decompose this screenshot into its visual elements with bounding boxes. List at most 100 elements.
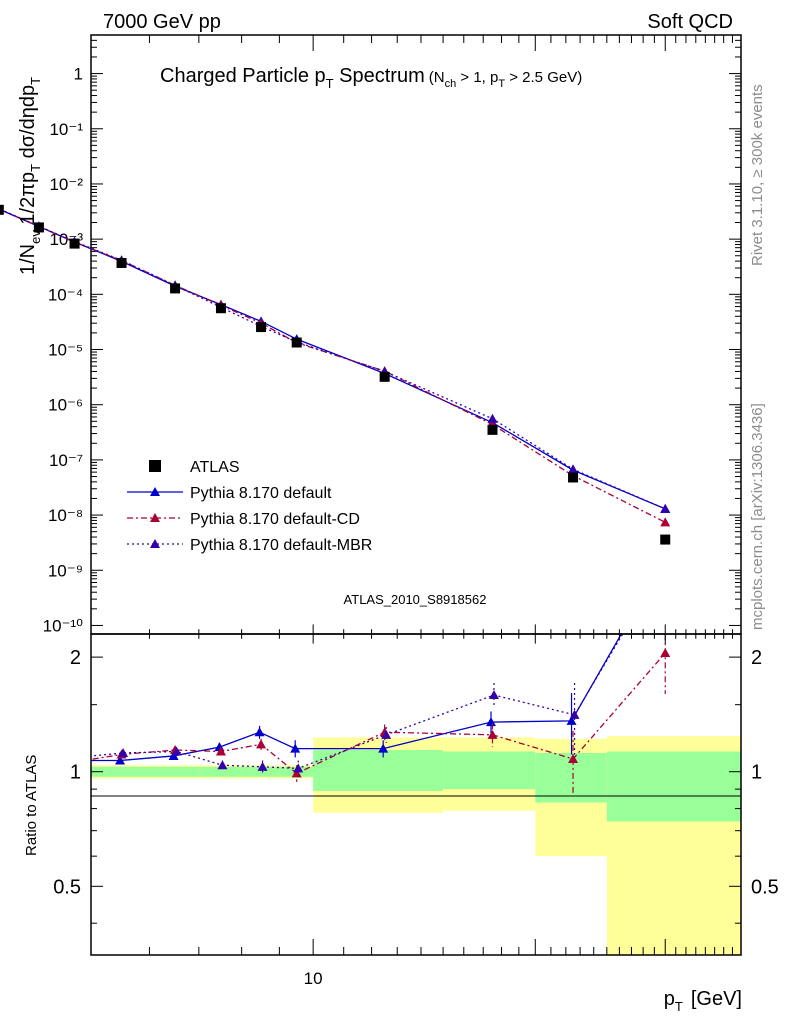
atlas-point bbox=[660, 534, 671, 545]
ratio-point-2 bbox=[71, 752, 81, 761]
atlas-band-inner bbox=[149, 766, 199, 777]
legend-marker-square bbox=[149, 460, 161, 472]
ratio-point-1 bbox=[256, 739, 267, 749]
y-tick-label: 10⁻⁴ bbox=[48, 285, 83, 304]
x-tick-label: 10 bbox=[304, 969, 323, 988]
ratio-plot-frame bbox=[90, 633, 742, 956]
atlas-point bbox=[0, 204, 4, 215]
ratio-point-1 bbox=[215, 746, 226, 756]
series-line-0 bbox=[0, 208, 666, 510]
atlas-point bbox=[568, 472, 579, 483]
y-tick-label: 10⁻⁷ bbox=[49, 451, 83, 470]
atlas-point bbox=[170, 283, 181, 294]
legend-marker-triangle bbox=[150, 487, 160, 496]
ratio-point-1 bbox=[0, 760, 4, 769]
legend-marker-triangle bbox=[150, 513, 160, 522]
series-point-1 bbox=[660, 517, 671, 527]
ratio-line-0 bbox=[91, 634, 623, 762]
ratio-tick-label: 2 bbox=[751, 647, 762, 669]
main-y-label: 1/Nev 1/2πpT dσ/dηdpT bbox=[17, 77, 43, 275]
atlas-band-inner bbox=[241, 766, 280, 777]
y-tick-label: 10⁻¹ bbox=[49, 120, 83, 139]
legend: ATLAS Pythia 8.170 default Pythia 8.170 de… bbox=[127, 459, 372, 554]
main-y-ticks: 10⁻¹⁰10⁻⁹10⁻⁸10⁻⁷10⁻⁶10⁻⁵10⁻⁴10⁻³10⁻²10⁻… bbox=[43, 34, 741, 635]
ratio-point-0 bbox=[254, 727, 265, 737]
source-label: mcplots.cern.ch [arXiv:1306.3436] bbox=[749, 403, 766, 630]
ratio-line-1 bbox=[91, 652, 666, 775]
main-series bbox=[0, 204, 671, 545]
y-tick-label: 10⁻⁶ bbox=[48, 396, 83, 415]
ratio-point-0 bbox=[378, 743, 389, 753]
ratio-point-2 bbox=[662, 555, 672, 564]
ratio-point-2 bbox=[171, 746, 182, 756]
main-plot: 10⁻¹⁰10⁻⁹10⁻⁸10⁻⁷10⁻⁶10⁻⁵10⁻⁴10⁻³10⁻²10⁻… bbox=[0, 34, 742, 635]
rivet-label: Rivet 3.1.10, ≥ 300k events bbox=[749, 84, 766, 266]
atlas-band-inner bbox=[98, 766, 150, 777]
ratio-point-1 bbox=[487, 729, 498, 739]
ratio-point-0 bbox=[290, 743, 301, 753]
atlas-band-inner bbox=[198, 766, 242, 777]
atlas-point bbox=[215, 303, 226, 314]
atlas-point bbox=[487, 424, 498, 435]
y-tick-label: 1 bbox=[74, 65, 83, 84]
legend-label: Pythia 8.170 default-CD bbox=[190, 511, 360, 528]
atlas-band-inner bbox=[443, 751, 536, 790]
series-line-2 bbox=[0, 208, 666, 510]
ratio-y-ticks: 0.5 0.5 1 1 2 2 bbox=[53, 647, 779, 924]
series-line-1 bbox=[0, 208, 666, 523]
ratio-tick-label: 2 bbox=[70, 647, 81, 669]
ratio-plot: 0.5 0.5 1 1 2 2 10 Ratio to ATLAS pT [GeV] bbox=[0, 35, 779, 1014]
ratio-point-1 bbox=[568, 753, 579, 763]
ratio-y-label: Ratio to ATLAS bbox=[23, 755, 40, 856]
atlas-point bbox=[256, 322, 267, 333]
legend-label: Pythia 8.170 default bbox=[190, 485, 332, 502]
ratio-point-2 bbox=[569, 709, 580, 719]
ratio-point-1 bbox=[660, 648, 671, 658]
header-left: 7000 GeV pp bbox=[103, 11, 221, 33]
y-tick-label: 10⁻⁹ bbox=[48, 561, 83, 580]
ratio-bands bbox=[91, 736, 741, 955]
ratio-point-2 bbox=[257, 761, 268, 771]
y-tick-label: 10⁻¹⁰ bbox=[43, 616, 84, 635]
ratio-tick-label: 0.5 bbox=[751, 876, 779, 898]
header-right: Soft QCD bbox=[647, 11, 733, 33]
ratio-point-0 bbox=[659, 555, 669, 564]
ratio-point-1 bbox=[291, 768, 302, 778]
ratio-point-2 bbox=[118, 747, 129, 757]
legend-label: Pythia 8.170 default-MBR bbox=[190, 537, 372, 554]
ratio-point-2 bbox=[0, 759, 5, 768]
analysis-id: ATLAS_2010_S8918562 bbox=[344, 592, 487, 607]
ratio-point-2 bbox=[488, 690, 499, 700]
main-plot-frame bbox=[90, 34, 742, 635]
plot-title: Charged Particle pT Spectrum (Nch > 1, pT… bbox=[160, 65, 582, 91]
ratio-tick-label: 0.5 bbox=[53, 876, 81, 898]
y-tick-label: 10⁻⁸ bbox=[48, 506, 83, 525]
series-point-2 bbox=[568, 464, 579, 474]
atlas-point bbox=[33, 222, 44, 233]
ratio-tick-label: 1 bbox=[751, 762, 762, 784]
ratio-series-2 bbox=[0, 555, 672, 777]
ratio-point-0 bbox=[485, 717, 496, 727]
y-tick-label: 10⁻⁵ bbox=[48, 341, 83, 360]
legend-label: ATLAS bbox=[190, 459, 240, 476]
atlas-point bbox=[116, 257, 127, 268]
x-ticks: 10 bbox=[90, 35, 742, 988]
ratio-point-0 bbox=[566, 715, 577, 725]
ratio-point-0 bbox=[0, 762, 2, 771]
atlas-point bbox=[379, 371, 390, 382]
ratio-point-2 bbox=[293, 763, 304, 773]
series-point-2 bbox=[660, 503, 671, 513]
y-tick-label: 10⁻² bbox=[49, 175, 83, 194]
legend-marker-triangle bbox=[150, 539, 160, 548]
atlas-band-inner bbox=[606, 751, 741, 822]
ratio-point-0 bbox=[115, 755, 126, 765]
series-point-2 bbox=[487, 413, 498, 423]
ratio-tick-label: 1 bbox=[70, 762, 81, 784]
ratio-point-2 bbox=[217, 760, 228, 770]
ratio-point-2 bbox=[381, 729, 392, 739]
atlas-band-inner bbox=[313, 750, 444, 791]
x-axis-label: pT [GeV] bbox=[664, 988, 742, 1014]
ratio-line-2 bbox=[91, 634, 624, 770]
atlas-point bbox=[291, 337, 302, 348]
